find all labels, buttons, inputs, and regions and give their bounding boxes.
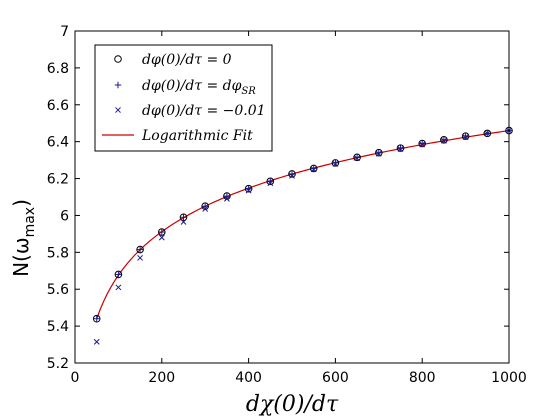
data-point-series-2	[354, 155, 361, 162]
x-tick-label: 600	[322, 370, 349, 386]
x-tick-label: 1000	[491, 370, 527, 386]
data-point-series-0	[158, 228, 166, 236]
legend-marker-series-1	[114, 81, 122, 89]
legend-marker-series-2	[115, 107, 121, 113]
data-point-series-1	[353, 154, 361, 161]
y-tick-label: 6.2	[47, 172, 69, 188]
y-tick-label: 6.4	[47, 135, 69, 151]
y-axis-label-subscript: max	[22, 207, 38, 238]
data-point-series-1	[158, 228, 165, 236]
data-point-series-0	[396, 144, 405, 152]
data-point-series-1	[440, 136, 448, 144]
data-point-series-0	[440, 136, 448, 144]
data-point-series-1	[419, 140, 426, 147]
data-point-series-1	[180, 214, 187, 221]
data-point-series-0	[114, 270, 123, 279]
data-point-series-1	[462, 132, 469, 140]
legend-label-fit: Logarithmic Fit	[141, 128, 253, 144]
data-point-series-2	[180, 218, 187, 225]
data-point-series-0	[244, 184, 253, 193]
y-tick-label: 5.4	[47, 319, 69, 335]
data-point-series-2	[93, 338, 100, 345]
data-point-series-2	[289, 172, 295, 179]
data-point-series-0	[179, 213, 188, 222]
data-point-series-2	[158, 234, 165, 241]
data-point-series-1	[310, 165, 317, 172]
data-point-series-2	[484, 130, 491, 137]
y-tick-label: 5.2	[47, 356, 69, 372]
legend-label-series-1: dφ(0)/dτ = dφSR	[142, 78, 256, 97]
data-point-series-0	[375, 148, 383, 157]
data-point-series-2	[462, 134, 469, 140]
data-point-series-0	[483, 129, 492, 138]
y-tick-label: 7	[60, 24, 69, 40]
legend: dφ(0)/dτ = 0 dφ(0)/dτ = dφSR dφ(0)/dτ = …	[94, 44, 273, 152]
data-point-series-2	[115, 284, 122, 291]
fit-layer	[96, 129, 510, 319]
x-tick-label: 400	[235, 370, 262, 386]
data-point-series-2	[202, 206, 209, 212]
legend-label-series-1-subscript: SR	[241, 86, 256, 97]
data-point-series-0	[418, 139, 427, 148]
legend-marks	[102, 55, 134, 136]
data-point-series-1	[332, 159, 339, 167]
data-point-series-2	[137, 254, 144, 261]
y-axis-label: N(ωmax)	[9, 199, 38, 277]
legend-marker-series-0	[114, 55, 122, 63]
y-tick-label: 5.6	[47, 282, 69, 298]
y-tick-label: 6.8	[47, 61, 69, 77]
data-point-series-2	[332, 160, 339, 167]
data-point-series-0	[331, 159, 340, 167]
data-point-series-1	[375, 149, 382, 156]
x-axis-label: dχ(0)/dτ	[246, 392, 339, 417]
points-layer	[92, 126, 513, 345]
data-point-series-2	[440, 137, 447, 144]
y-tick-labels: 5.2 5.4 5.6 5.8 6 6.2 6.4 6.6 6.8 7	[47, 24, 69, 372]
x-tick-label: 200	[148, 370, 175, 386]
data-point-series-1	[115, 271, 122, 278]
data-point-series-0	[266, 177, 275, 186]
data-point-series-2	[245, 187, 252, 194]
x-tick-label: 0	[71, 370, 80, 386]
x-tick-label: 800	[409, 370, 436, 386]
data-point-series-2	[419, 141, 426, 148]
data-point-series-0	[136, 245, 144, 254]
y-tick-label: 6	[60, 208, 69, 224]
data-point-series-1	[397, 144, 404, 152]
data-point-series-0	[288, 170, 296, 178]
legend-label-series-0: dφ(0)/dτ = 0	[142, 52, 232, 68]
data-point-series-2	[267, 180, 274, 187]
legend-box	[94, 44, 273, 152]
data-point-series-0	[309, 164, 318, 173]
data-point-series-0	[353, 153, 361, 162]
data-point-series-2	[397, 146, 404, 152]
data-point-series-0	[92, 314, 101, 323]
x-tick-labels: 0 200 400 600 800 1000	[71, 370, 527, 386]
data-point-series-2	[310, 166, 317, 173]
fit-curve	[96, 129, 510, 319]
legend-label-series-2: dφ(0)/dτ = −0.01	[142, 103, 266, 119]
plot-frame	[74, 30, 510, 364]
y-tick-label: 5.8	[47, 245, 69, 261]
data-point-series-2	[375, 150, 382, 157]
y-tick-label: 6.6	[47, 98, 69, 114]
data-point-series-2	[223, 195, 230, 202]
data-point-series-0	[461, 132, 470, 140]
data-point-series-1	[136, 246, 144, 253]
data-point-series-1	[93, 315, 100, 322]
